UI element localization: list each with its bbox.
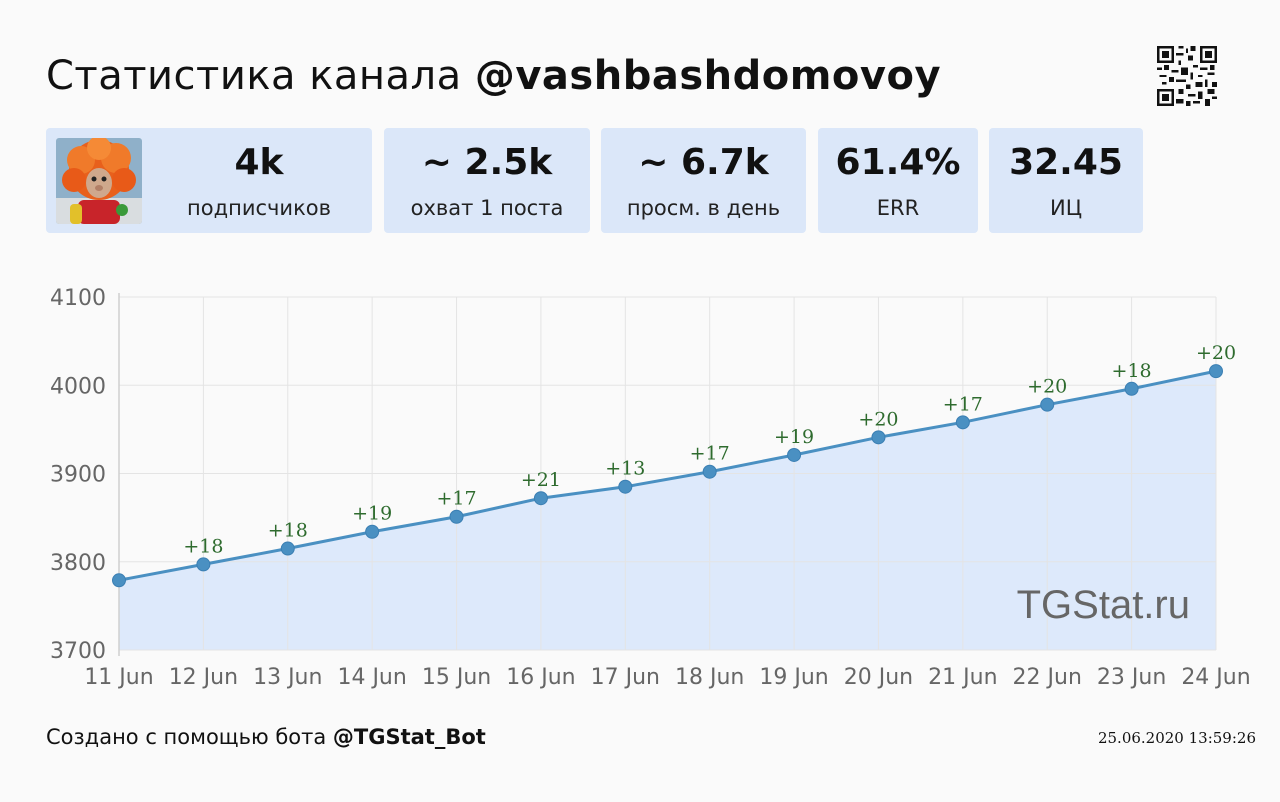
data-label: +17 (943, 393, 983, 415)
y-tick-label: 4000 (50, 374, 106, 399)
data-label: +19 (352, 503, 392, 525)
y-tick-label: 4100 (50, 286, 106, 311)
y-tick-label: 3700 (50, 639, 106, 664)
x-tick-label: 23 Jun (1097, 665, 1166, 690)
daily-views-card: ~ 6.7k просм. в день (601, 128, 806, 233)
err-value: 61.4% (835, 142, 961, 183)
channel-avatar (56, 138, 142, 224)
data-label: +19 (774, 426, 814, 448)
subscribers-chart: TGStat.ru 3700 3800 3900 4000 4100 11 Jun 12 Ju… (50, 286, 1251, 690)
x-tick-label: 19 Jun (759, 665, 828, 690)
page-title: Статистика канала @vashbashdomovoy (46, 48, 941, 104)
data-point (449, 509, 464, 524)
daily-views-value: ~ 6.7k (638, 142, 769, 183)
data-point (1209, 364, 1223, 379)
data-point (1124, 381, 1139, 396)
data-point (787, 447, 802, 462)
data-point (702, 464, 717, 479)
err-label: ERR (876, 196, 920, 220)
title-prefix: Статистика канала (46, 53, 462, 99)
citation-index-card: 32.45 ИЦ (989, 128, 1143, 233)
y-tick-label: 3800 (50, 551, 106, 576)
subscribers-value: 4k (234, 142, 284, 183)
data-label: +17 (690, 443, 730, 465)
data-label: +18 (183, 535, 223, 557)
data-point (618, 479, 633, 494)
bot-link[interactable]: @TGStat_Bot (332, 725, 486, 749)
data-point (196, 557, 211, 572)
data-point (280, 541, 295, 556)
data-label: +20 (858, 408, 898, 430)
x-tick-label: 17 Jun (591, 665, 660, 690)
x-tick-label: 14 Jun (337, 665, 406, 690)
x-tick-label: 22 Jun (1013, 665, 1082, 690)
x-tick-label: 16 Jun (506, 665, 575, 690)
channel-handle: @vashbashdomovoy (474, 53, 942, 99)
x-tick-label: 24 Jun (1181, 665, 1250, 690)
data-point (533, 491, 548, 506)
subscribers-label: подписчиков (187, 196, 331, 220)
err-card: 61.4% ERR (818, 128, 978, 233)
x-tick-label: 12 Jun (169, 665, 238, 690)
reach-label: охват 1 поста (410, 196, 564, 220)
generated-timestamp: 25.06.2020 13:59:26 (1097, 729, 1256, 747)
qr-code-icon (1157, 46, 1217, 106)
x-tick-label: 21 Jun (928, 665, 997, 690)
data-point (365, 524, 380, 539)
data-point (955, 415, 970, 430)
citation-index-label: ИЦ (1049, 196, 1082, 220)
data-point (1040, 397, 1055, 412)
series-line (118, 369, 1217, 582)
watermark: TGStat.ru (1017, 583, 1190, 627)
footer-credit: Создано с помощью бота @TGStat_Bot (46, 722, 486, 752)
x-tick-label: 20 Jun (844, 665, 913, 690)
x-tick-label: 15 Jun (422, 665, 491, 690)
data-label: +17 (436, 488, 476, 510)
data-label: +20 (1027, 376, 1067, 398)
area-fill (119, 371, 1216, 650)
x-tick-label: 11 Jun (84, 665, 153, 690)
x-tick-label: 18 Jun (675, 665, 744, 690)
x-tick-label: 13 Jun (253, 665, 322, 690)
y-tick-label: 3900 (50, 463, 106, 488)
data-label: +13 (605, 458, 645, 480)
data-point (112, 573, 126, 588)
citation-index-value: 32.45 (1009, 142, 1123, 183)
data-label: +18 (268, 520, 308, 542)
data-label: +20 (1196, 342, 1236, 364)
data-label: +18 (1112, 360, 1152, 382)
subscribers-card: 4k подписчиков (46, 128, 372, 233)
reach-card: ~ 2.5k охват 1 поста (384, 128, 590, 233)
data-point (871, 430, 886, 445)
reach-value: ~ 2.5k (421, 142, 553, 183)
daily-views-label: просм. в день (626, 196, 781, 220)
data-label: +21 (521, 469, 561, 491)
footer-prefix: Создано с помощью бота (46, 725, 327, 749)
